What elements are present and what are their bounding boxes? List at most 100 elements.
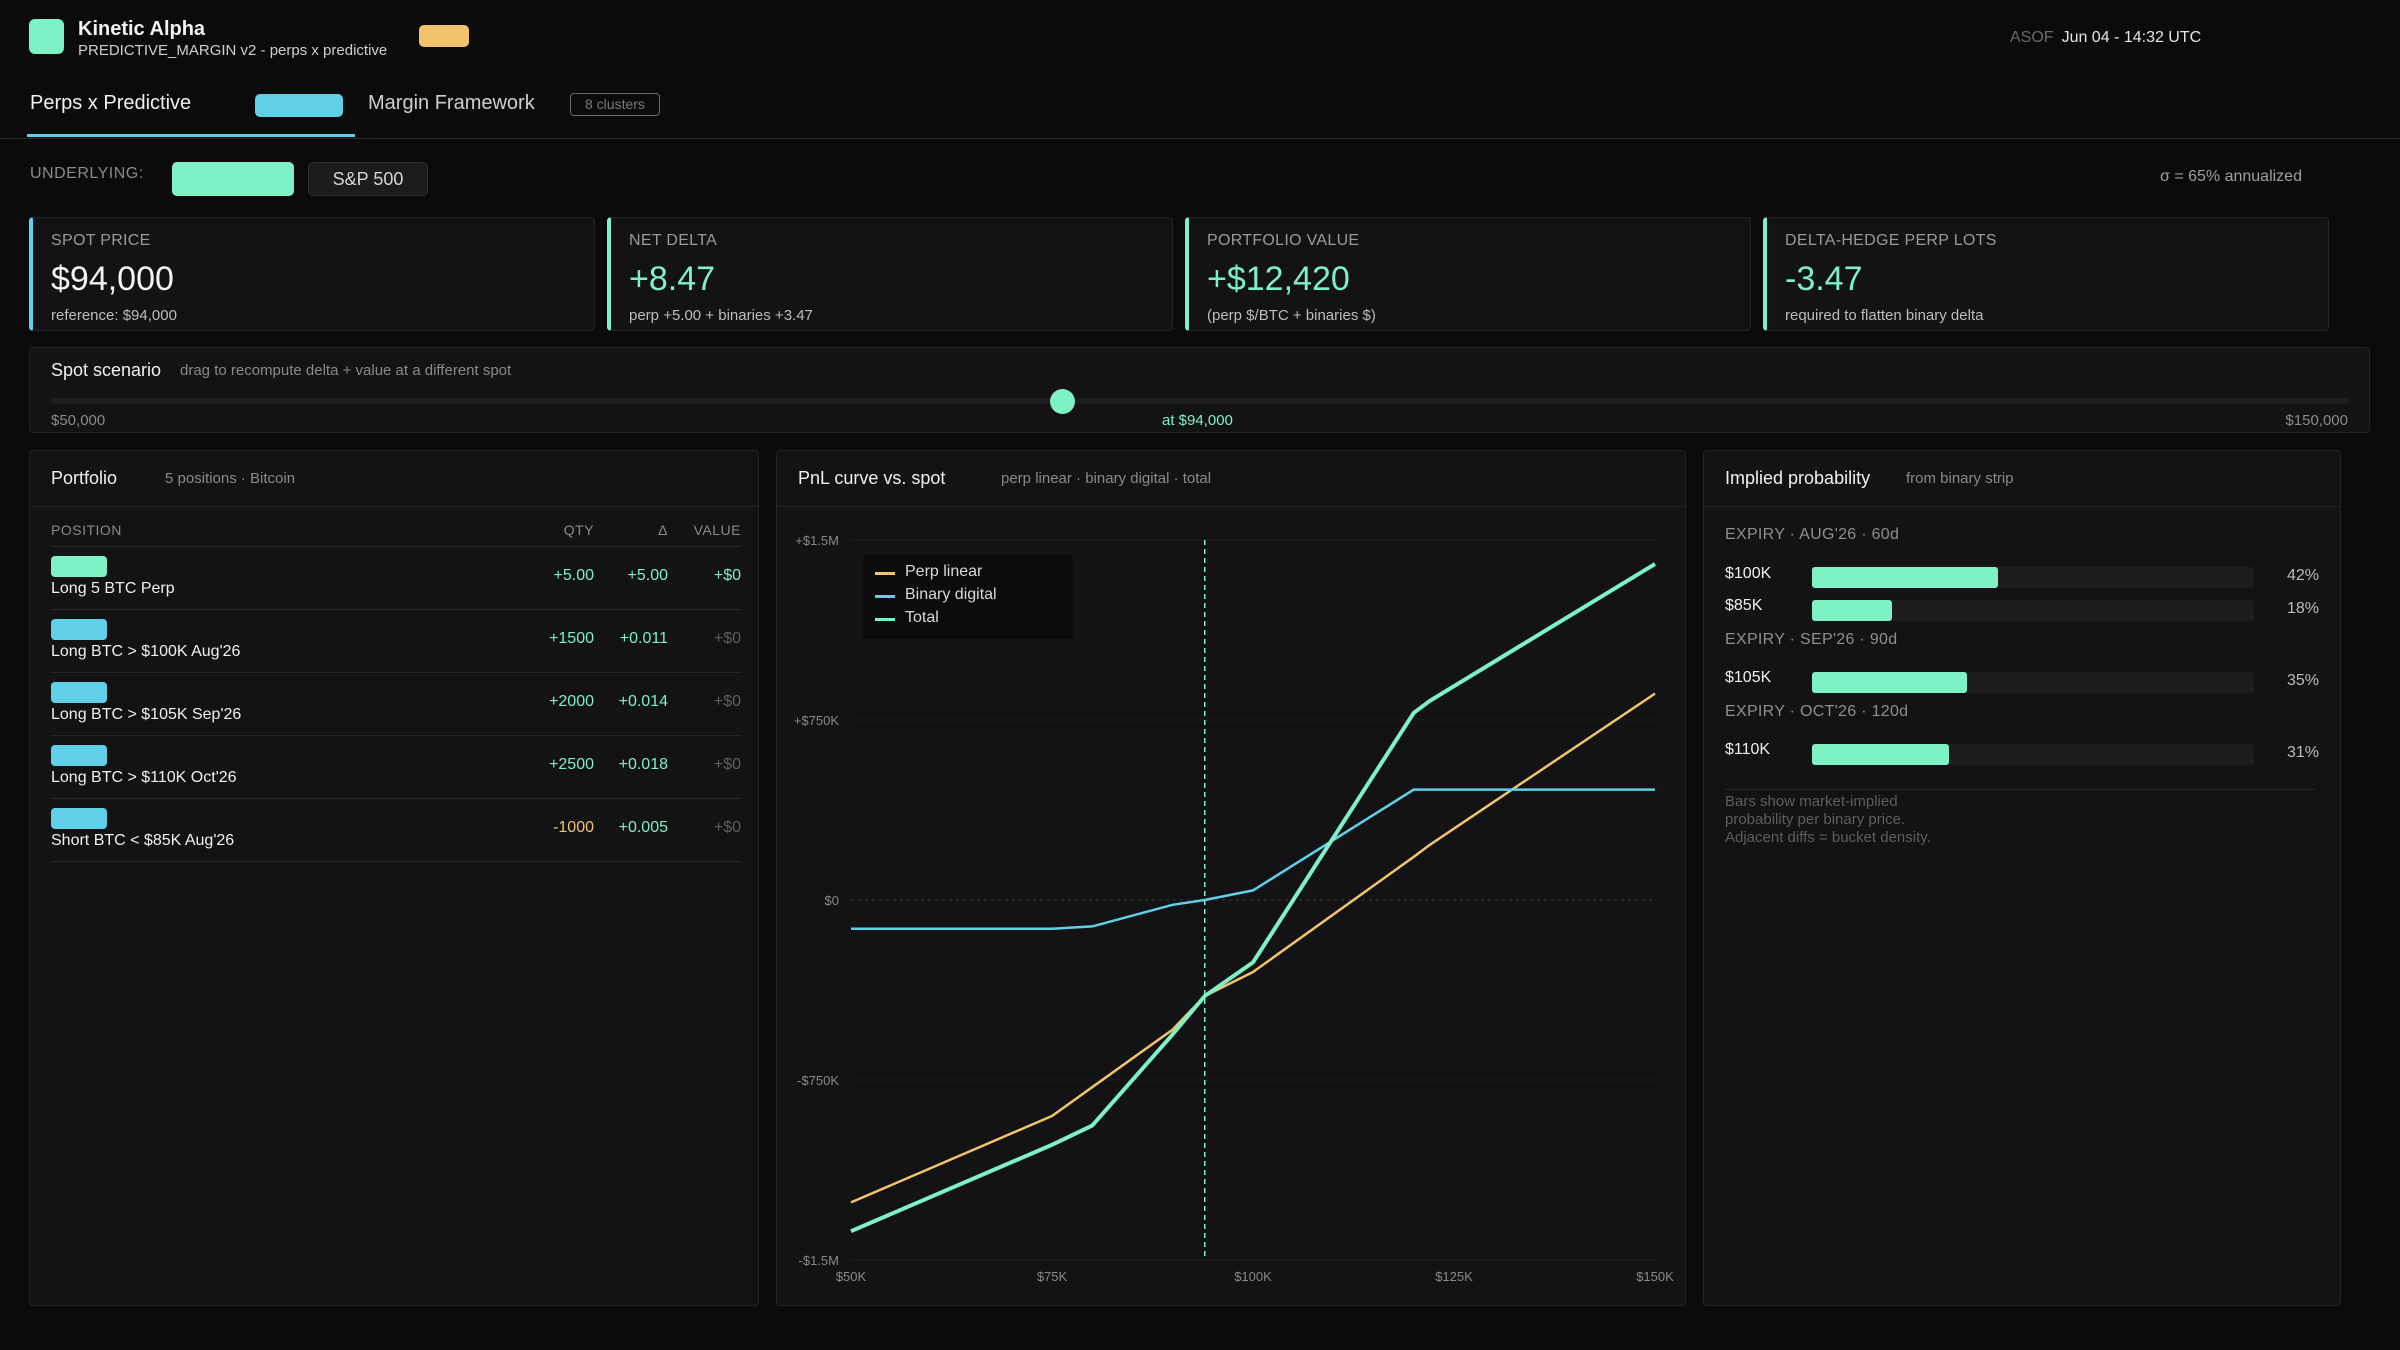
volatility-readout: σ = 65% annualized <box>2160 168 2302 185</box>
clusters-badge: 8 clusters <box>570 93 660 116</box>
legend-label: Total <box>905 609 939 626</box>
y-tick-label: -$750K <box>797 1073 839 1088</box>
pnl-chart: +$1.5M +$750K $0 -$750K -$1.5M$50K $75K $100K $… <box>794 533 1674 1284</box>
x-tick-label: $50K <box>836 1269 867 1284</box>
legend-label: Perp linear <box>905 563 983 580</box>
implied-note: Bars show market-implied probability per… <box>1725 793 1931 846</box>
series-line-binary <box>851 788 1655 931</box>
active-tab-underline <box>27 134 355 137</box>
probability-bar <box>1812 672 2254 693</box>
probability-bar <box>1812 567 2254 588</box>
card-value: $94,000 <box>51 260 174 298</box>
position-chip <box>51 682 107 703</box>
expiry-label-aug: EXPIRY · AUG'26 · 60d <box>1725 526 1900 543</box>
spot-scenario-panel: Spot scenario drag to recompute delta + … <box>29 347 2370 433</box>
probability-bar-fill <box>1812 672 1967 693</box>
y-tick-label: +$750K <box>794 713 840 728</box>
strike-label: $100K <box>1725 565 1772 582</box>
portfolio-title: Portfolio <box>51 468 118 488</box>
y-tick-label: $0 <box>825 893 839 908</box>
position-value: +$0 <box>713 819 741 836</box>
table-row[interactable]: Long 5 BTC Perp +5.00 +5.00 +$0 <box>51 546 741 609</box>
position-delta: +0.011 <box>619 630 668 647</box>
app-logo <box>29 19 64 54</box>
position-delta: +0.005 <box>618 819 668 836</box>
card-label: SPOT PRICE <box>51 232 151 249</box>
pnl-subtitle: perp linear · binary digital · total <box>1001 470 1212 487</box>
x-tick-label: $75K <box>1037 1269 1068 1284</box>
expiry-label-sep: EXPIRY · SEP'26 · 90d <box>1725 631 1898 648</box>
card-value: -3.47 <box>1785 260 1863 298</box>
tab-margin-framework[interactable]: Margin Framework <box>368 92 535 114</box>
app-title: Kinetic Alpha <box>78 18 206 40</box>
card-value: +$12,420 <box>1207 260 1350 298</box>
table-end-divider <box>51 861 741 862</box>
slider-current-label: at $94,000 <box>1162 412 1233 429</box>
strike-label: $110K <box>1725 741 1771 758</box>
underlying-option-selected[interactable] <box>172 162 294 196</box>
implied-probability-panel: Implied probability from binary strip EX… <box>1703 450 2341 1306</box>
underlying-label: UNDERLYING: <box>30 165 144 182</box>
status-badge <box>419 25 469 47</box>
strike-label: $85K <box>1725 597 1763 614</box>
asof-label: ASOF <box>2010 29 2054 46</box>
expiry-label-oct: EXPIRY · OCT'26 · 120d <box>1725 703 1909 720</box>
probability-bar-fill <box>1812 567 1998 588</box>
position-value: +$0 <box>713 567 741 584</box>
position-delta: +5.00 <box>627 567 668 584</box>
position-value: +$0 <box>713 756 741 773</box>
series-line-perp <box>850 692 1656 1204</box>
card-label: NET DELTA <box>629 232 718 249</box>
position-qty: +1500 <box>549 630 594 647</box>
chart-legend: Perp linear Binary digital Total <box>863 555 1073 639</box>
tab-indicator-pill <box>255 94 343 117</box>
spot-slider-thumb[interactable] <box>1050 389 1076 414</box>
position-delta: +0.014 <box>618 693 668 710</box>
slider-max-label: $150,000 <box>2285 412 2348 429</box>
spot-slider-track[interactable] <box>51 398 2349 404</box>
asof-value: Jun 04 - 14:32 UTC <box>2061 29 2202 46</box>
position-value: +$0 <box>713 630 741 647</box>
col-position: POSITION <box>51 522 122 538</box>
x-tick-label: $125K <box>1435 1269 1473 1284</box>
asof-timestamp: ASOF Jun 04 - 14:32 UTC <box>2010 29 2201 47</box>
position-chip <box>51 808 107 829</box>
panel-header <box>30 451 758 507</box>
card-value: +8.47 <box>629 260 716 298</box>
position-delta: +0.018 <box>618 756 668 773</box>
tab-divider <box>0 138 2400 139</box>
portfolio-value-card: PORTFOLIO VALUE +$12,420 (perp $/BTC + b… <box>1185 217 1751 331</box>
table-row[interactable]: Long BTC > $110K Oct'26 +2500 +0.018 +$0 <box>51 735 741 798</box>
spot-price-card: SPOT PRICE $94,000 reference: $94,000 <box>29 217 595 331</box>
app-subtitle: PREDICTIVE_MARGIN v2 - perps x predictiv… <box>78 42 388 59</box>
probability-bar-fill <box>1812 744 1950 765</box>
table-row[interactable]: Long BTC > $100K Aug'26 +1500 +0.011 +$0 <box>51 609 741 672</box>
x-tick-label: $150K <box>1636 1269 1674 1284</box>
scenario-subtitle: drag to recompute delta + value at a dif… <box>180 362 512 379</box>
legend-swatch <box>875 595 895 598</box>
table-row[interactable]: Short BTC < $85K Aug'26 -1000 +0.005 +$0 <box>51 798 741 861</box>
legend-label: Binary digital <box>905 586 997 603</box>
slider-min-label: $50,000 <box>51 412 106 429</box>
table-row[interactable]: Long BTC > $105K Sep'26 +2000 +0.014 +$0 <box>51 672 741 735</box>
panel-header <box>1704 451 2340 507</box>
probability-bar-fill <box>1812 600 1892 621</box>
tab-perps-predictive[interactable]: Perps x Predictive <box>30 92 192 114</box>
position-name: Long 5 BTC Perp <box>51 580 175 597</box>
position-chip <box>51 619 107 640</box>
legend-swatch <box>875 572 895 575</box>
portfolio-panel: Portfolio 5 positions · Bitcoin POSITION… <box>29 450 759 1306</box>
card-label: DELTA-HEDGE PERP LOTS <box>1785 232 1997 249</box>
col-delta: Δ <box>658 522 668 538</box>
implied-title: Implied probability <box>1725 468 1871 488</box>
card-note: perp +5.00 + binaries +3.47 <box>629 307 813 324</box>
probability-pct: 42% <box>2286 567 2319 584</box>
position-name: Long BTC > $110K Oct'26 <box>51 769 237 786</box>
probability-bar <box>1812 744 2254 765</box>
implied-subtitle: from binary strip <box>1906 470 2014 487</box>
position-name: Long BTC > $105K Sep'26 <box>51 706 242 723</box>
x-tick-label: $100K <box>1234 1269 1272 1284</box>
underlying-option-sp500[interactable]: S&P 500 <box>308 162 428 196</box>
probability-bar <box>1812 600 2254 621</box>
scenario-title: Spot scenario <box>51 360 162 380</box>
